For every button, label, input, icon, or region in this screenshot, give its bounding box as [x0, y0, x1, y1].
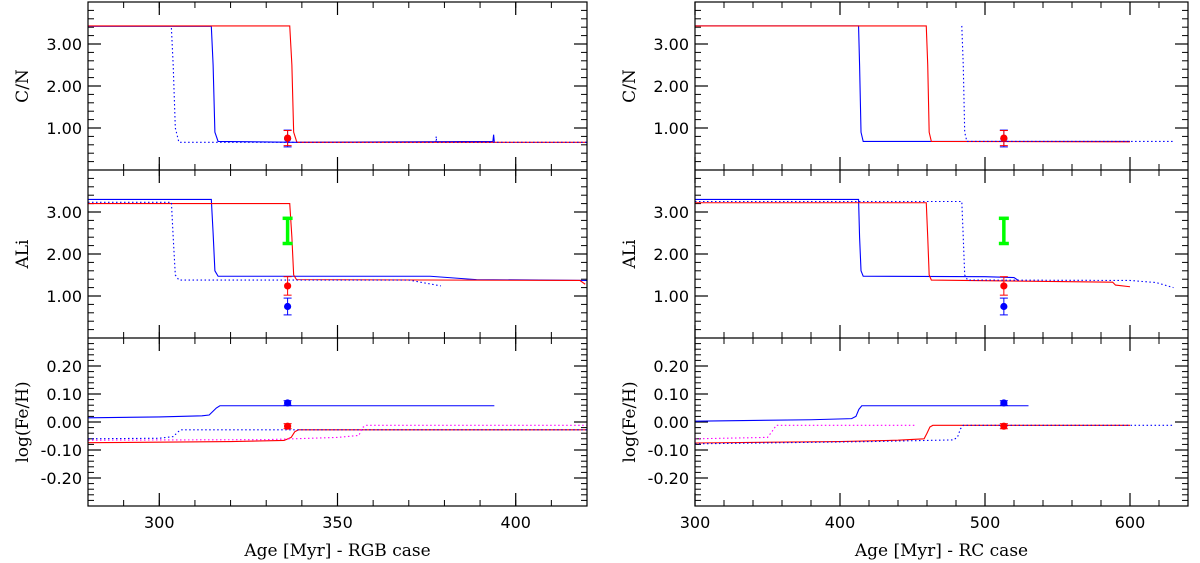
y-tick-label: 1.00: [46, 119, 82, 138]
panel-2: 1.00 2.00 3.00 ALi: [620, 170, 1188, 338]
x-tick-label: 300: [144, 513, 175, 532]
series-line-2: [88, 203, 586, 285]
y-tick-label: 2.00: [653, 245, 689, 264]
data-point: [284, 282, 292, 290]
series-line-2: [88, 25, 587, 143]
series-line-4: [88, 424, 587, 441]
y-tick-label: 3.00: [46, 203, 82, 222]
series-line-3: [88, 429, 587, 440]
y-tick-label: -0.10: [648, 441, 689, 460]
series-line-2: [695, 202, 1131, 288]
x-axis-title: Age [Myr] - RC case: [854, 541, 1028, 561]
series-line-1: [695, 198, 1019, 281]
plot-frame: [87, 1, 588, 507]
y-tick-label: 0.20: [653, 357, 689, 376]
chart-1: 1.00 2.00 3.00 C/N 1.00 2.00 3.00 ALi -0.20 -0.10…: [13, 1, 588, 561]
series-line-1: [88, 405, 495, 419]
panel-3: -0.20 -0.10 0.00 0.10 0.20 log(Fe/H): [620, 338, 1188, 506]
panel-3: -0.20 -0.10 0.00 0.10 0.20 log(Fe/H): [13, 338, 587, 506]
series-line-1: [88, 198, 587, 282]
y-tick-label: 3.00: [46, 35, 82, 54]
panel-2: 1.00 2.00 3.00 ALi: [13, 170, 587, 338]
data-point: [1000, 302, 1008, 311]
y-tick-label: 1.00: [653, 119, 689, 138]
series-group: [88, 405, 587, 444]
series-line-1: [695, 25, 1130, 142]
panel-1: 1.00 2.00 3.00 C/N: [13, 2, 587, 170]
series-group: [88, 25, 587, 143]
data-point: [1000, 399, 1008, 407]
y-tick-label: 2.00: [653, 77, 689, 96]
y-tick-label: -0.20: [41, 469, 82, 488]
y-tick-label: 0.20: [46, 357, 82, 376]
x-tick-label: 600: [1115, 513, 1146, 532]
series-group: [695, 25, 1174, 143]
series-line-3: [695, 424, 1174, 445]
plot-frame: [694, 1, 1189, 507]
series-group: [88, 198, 587, 287]
y-tick-label: 1.00: [46, 287, 82, 306]
series-line-3: [88, 201, 441, 287]
series-group: [695, 198, 1174, 289]
y-tick-label: -0.20: [648, 469, 689, 488]
x-tick-label: 500: [970, 513, 1001, 532]
y-tick-label: 2.00: [46, 245, 82, 264]
y-tick-label: 1.00: [653, 287, 689, 306]
panel-1: 1.00 2.00 3.00 C/N: [620, 2, 1188, 170]
series-line-3: [170, 28, 587, 143]
series-line-1: [88, 25, 495, 143]
y-tick-label: 0.00: [46, 413, 82, 432]
data-point: [284, 422, 292, 430]
y-axis-title: C/N: [620, 69, 640, 103]
y-tick-label: 3.00: [653, 35, 689, 54]
data-point: [284, 134, 292, 142]
y-axis-title: ALi: [620, 239, 640, 270]
series-line-2: [695, 25, 1131, 143]
x-tick-label: 300: [680, 513, 711, 532]
series-group: [695, 405, 1174, 445]
series-line-1: [695, 405, 1029, 422]
series-line-2: [88, 429, 587, 444]
y-tick-label: 0.10: [46, 385, 82, 404]
series-line-4: [695, 424, 916, 440]
y-axis-title: ALi: [13, 239, 33, 270]
y-tick-label: 2.00: [46, 77, 82, 96]
data-point: [1000, 422, 1008, 430]
x-tick-label: 400: [825, 513, 856, 532]
y-tick-label: 3.00: [653, 203, 689, 222]
y-tick-label: 0.10: [653, 385, 689, 404]
series-line-3: [961, 25, 1174, 142]
data-point: [284, 302, 292, 311]
y-axis-title: log(Fe/H): [620, 381, 640, 462]
series-line-2: [695, 424, 1130, 444]
y-axis-title: C/N: [13, 69, 33, 103]
data-point: [284, 399, 292, 407]
data-point: [1000, 282, 1008, 290]
series-line-3: [695, 200, 1174, 289]
x-tick-label: 350: [322, 513, 353, 532]
chart-2: 1.00 2.00 3.00 C/N 1.00 2.00 3.00 ALi -0.20 -0.10…: [620, 1, 1189, 561]
y-tick-label: -0.10: [41, 441, 82, 460]
y-axis-title: log(Fe/H): [13, 381, 33, 462]
x-tick-label: 400: [500, 513, 531, 532]
x-axis-title: Age [Myr] - RGB case: [243, 541, 430, 561]
data-point: [1000, 134, 1008, 142]
y-tick-label: 0.00: [653, 413, 689, 432]
